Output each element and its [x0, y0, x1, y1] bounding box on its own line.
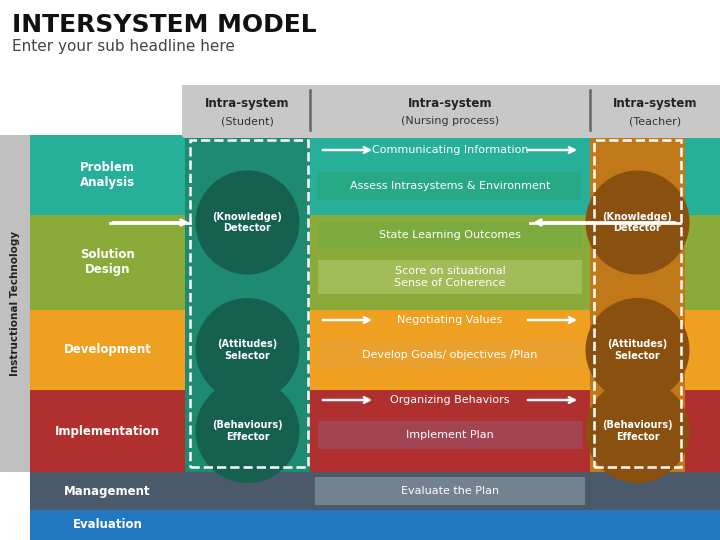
- Text: (Nursing process): (Nursing process): [401, 116, 499, 126]
- Circle shape: [196, 298, 300, 402]
- Bar: [190, 140, 308, 467]
- Bar: [590, 135, 685, 472]
- Text: Organizing Behaviors: Organizing Behaviors: [390, 395, 510, 405]
- Bar: [30, 215, 720, 310]
- Bar: [318, 260, 582, 294]
- Text: (Teacher): (Teacher): [629, 116, 681, 126]
- Text: (Student): (Student): [221, 116, 274, 126]
- Circle shape: [585, 298, 690, 402]
- Text: Enter your sub headline here: Enter your sub headline here: [12, 39, 235, 54]
- Text: Development: Development: [63, 343, 151, 356]
- Text: (Attitudes)
Selector: (Attitudes) Selector: [217, 339, 278, 361]
- Circle shape: [585, 379, 690, 483]
- Text: Evaluate the Plan: Evaluate the Plan: [401, 486, 499, 496]
- Bar: [318, 341, 582, 369]
- Text: State Learning Outcomes: State Learning Outcomes: [379, 230, 521, 240]
- Bar: [318, 172, 582, 200]
- Bar: [185, 135, 310, 472]
- Bar: [30, 390, 720, 472]
- Text: Develop Goals/ objectives /Plan: Develop Goals/ objectives /Plan: [362, 350, 538, 360]
- Text: Evaluation: Evaluation: [73, 518, 143, 531]
- Text: (Behaviours)
Effector: (Behaviours) Effector: [212, 420, 283, 442]
- Text: Management: Management: [64, 484, 150, 497]
- Circle shape: [585, 171, 690, 274]
- Text: Intra-system: Intra-system: [408, 98, 492, 111]
- Bar: [30, 510, 720, 540]
- Text: Intra-system: Intra-system: [205, 98, 289, 111]
- Text: Communicating Information: Communicating Information: [372, 145, 528, 155]
- Text: (Knowledge)
Detector: (Knowledge) Detector: [212, 212, 282, 233]
- Text: (Knowledge)
Detector: (Knowledge) Detector: [603, 212, 672, 233]
- Circle shape: [196, 171, 300, 274]
- Text: INTERSYSTEM MODEL: INTERSYSTEM MODEL: [12, 13, 317, 37]
- Bar: [315, 477, 585, 505]
- Text: Negotiating Values: Negotiating Values: [397, 315, 503, 325]
- Bar: [318, 421, 582, 449]
- Text: Instructional Technology: Instructional Technology: [10, 231, 20, 376]
- Bar: [30, 135, 720, 215]
- Bar: [0, 135, 30, 472]
- Text: Problem
Analysis: Problem Analysis: [80, 161, 135, 189]
- Text: (Behaviours)
Effector: (Behaviours) Effector: [602, 420, 672, 442]
- Bar: [318, 222, 582, 248]
- Text: Solution
Design: Solution Design: [80, 248, 135, 276]
- Text: Implementation: Implementation: [55, 424, 160, 437]
- Bar: [30, 472, 720, 510]
- Text: Intra-system: Intra-system: [613, 98, 697, 111]
- Text: (Attitudes)
Selector: (Attitudes) Selector: [608, 339, 667, 361]
- Bar: [594, 140, 681, 467]
- FancyBboxPatch shape: [182, 82, 720, 138]
- Bar: [30, 310, 720, 390]
- Bar: [685, 135, 720, 215]
- Text: Score on situational
Sense of Coherence: Score on situational Sense of Coherence: [395, 266, 505, 288]
- Circle shape: [196, 379, 300, 483]
- Text: Implement Plan: Implement Plan: [406, 430, 494, 440]
- Text: Assess Intrasystems & Environment: Assess Intrasystems & Environment: [350, 181, 550, 191]
